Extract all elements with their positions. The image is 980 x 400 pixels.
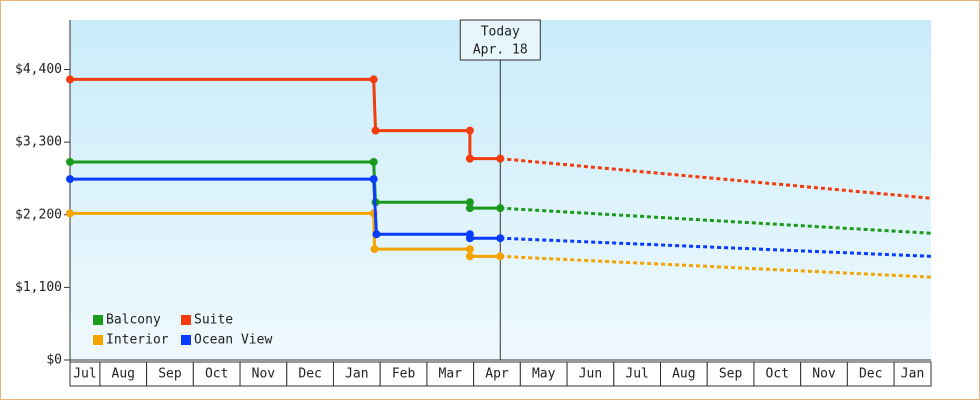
series-line [70, 211, 501, 258]
point [496, 234, 505, 243]
point [465, 204, 474, 213]
x-tick-label: Aug [672, 367, 695, 382]
point [369, 75, 378, 84]
x-tick-label: Nov [252, 367, 276, 382]
point [465, 126, 474, 135]
x-tick-cell [660, 361, 708, 387]
x-tick-label: Sep [719, 367, 743, 382]
legend-label: Suite [194, 313, 233, 328]
y-tick-label: $2,200 [15, 207, 62, 222]
legend-label: Interior [106, 333, 169, 348]
y-tick-label: $3,300 [15, 135, 62, 150]
x-tick-cell [800, 361, 848, 387]
x-tick-cell [379, 361, 428, 387]
point [465, 245, 474, 254]
x-tick-cell [566, 361, 615, 387]
x-tick-cell [69, 361, 101, 387]
y-tick-label: $1,100 [15, 280, 62, 295]
legend-label: Ocean View [194, 333, 272, 348]
x-tick-label: Jul [625, 367, 648, 382]
x-tick-cell [893, 361, 932, 387]
x-tick-label: Oct [205, 367, 228, 382]
x-tick-label: Mar [439, 367, 463, 382]
legend-label: Balcony [106, 313, 161, 328]
point [369, 157, 378, 166]
x-tick-label: Nov [812, 367, 836, 382]
x-tick-cell [286, 361, 334, 387]
x-tick-label: Jan [345, 367, 368, 382]
x-tick-label: Jan [901, 367, 924, 382]
series-line [70, 160, 501, 210]
point [371, 126, 380, 135]
point [496, 204, 505, 213]
y-tick-label: $0 [46, 353, 62, 368]
legend-swatch [181, 335, 191, 345]
x-tick-cell [846, 361, 895, 387]
x-tick-cell [473, 361, 521, 387]
x-tick-label: Sep [158, 367, 182, 382]
x-tick-label: Oct [766, 367, 789, 382]
point [66, 175, 74, 184]
x-tick-label: Dec [298, 367, 321, 382]
point [369, 175, 378, 184]
legend-swatch [181, 315, 191, 325]
point [465, 252, 474, 261]
x-tick-cell [332, 361, 381, 387]
point [465, 234, 474, 243]
x-tick-cell [519, 361, 568, 387]
x-tick-cell [613, 361, 662, 387]
today-box [459, 19, 541, 61]
x-tick-label: Jun [579, 367, 602, 382]
y-tick-label: $4,400 [15, 62, 62, 77]
point [496, 252, 505, 261]
today-label: Apr. 18 [473, 43, 528, 58]
point [370, 245, 379, 254]
projection-line [500, 157, 932, 200]
x-tick-label: Feb [392, 367, 416, 382]
point [66, 75, 74, 84]
x-tick-cell [706, 361, 755, 387]
x-tick-label: Jul [73, 367, 96, 382]
x-tick-label: May [532, 367, 556, 382]
legend-swatch [93, 315, 103, 325]
x-tick-cell [753, 361, 802, 387]
series-line [70, 177, 501, 240]
today-label: Today [481, 25, 520, 40]
point [496, 154, 505, 163]
legend-swatch [93, 335, 103, 345]
series-line [70, 77, 501, 161]
projection-line [500, 206, 932, 235]
projection-line [500, 236, 932, 258]
point [66, 209, 74, 218]
x-tick-cell [239, 361, 288, 387]
point [66, 157, 74, 166]
point [372, 230, 381, 239]
x-tick-label: Apr [485, 367, 509, 382]
projection-line [500, 254, 932, 279]
point [465, 154, 474, 163]
point [465, 198, 474, 207]
x-tick-label: Aug [112, 367, 135, 382]
x-tick-label: Dec [859, 367, 882, 382]
